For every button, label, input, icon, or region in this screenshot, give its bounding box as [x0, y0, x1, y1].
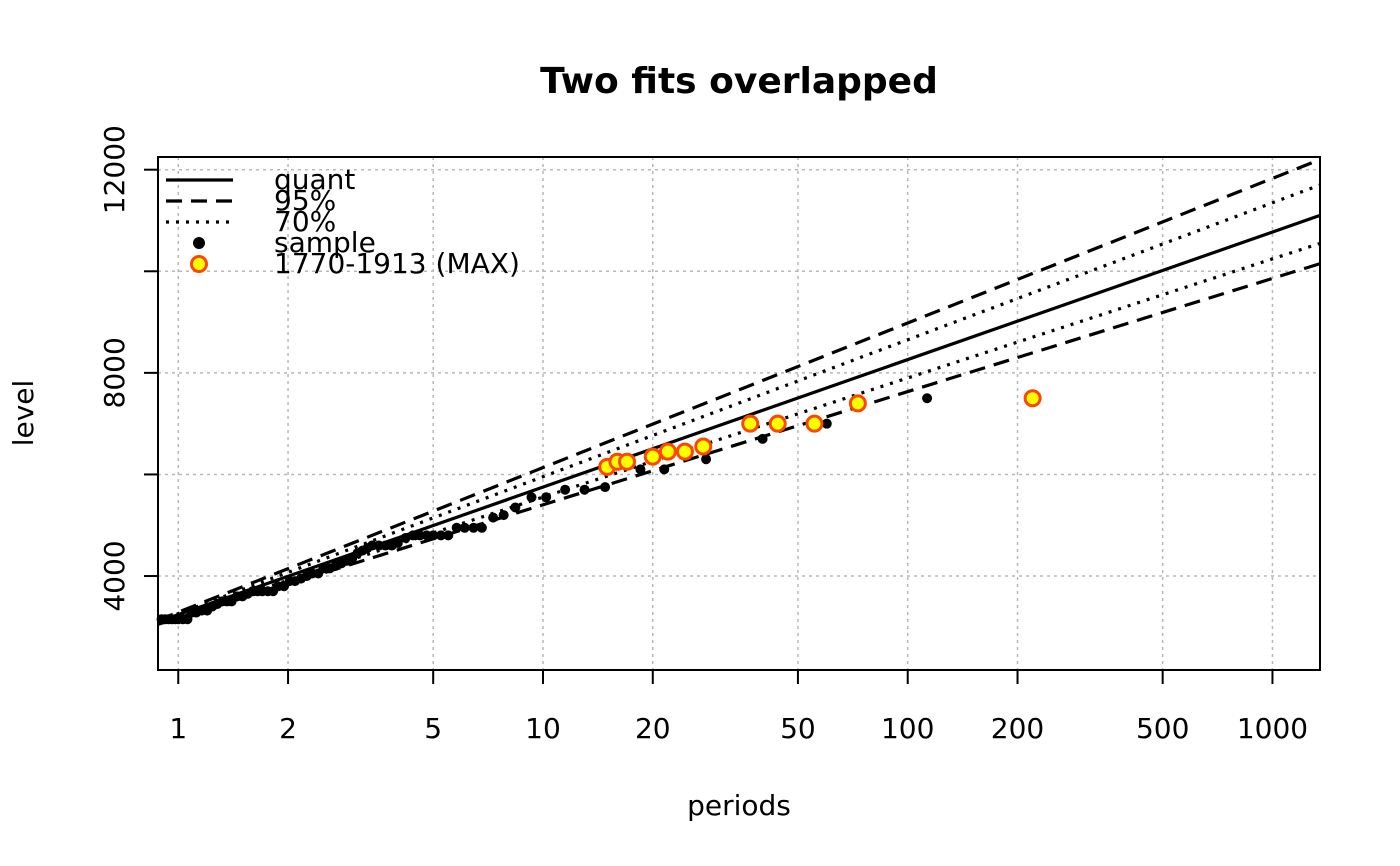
sample-point	[821, 418, 832, 429]
dotted-fit-line	[157, 241, 1321, 625]
x-tick-label: 1	[169, 712, 187, 745]
sample-point	[701, 454, 712, 465]
x-tick-label: 2	[279, 712, 297, 745]
max-point	[848, 394, 867, 413]
legend-item: 95%	[166, 184, 336, 217]
sample-point	[526, 492, 537, 503]
sample-point	[560, 484, 571, 495]
sample-point	[468, 522, 479, 533]
sample-point	[435, 530, 446, 541]
y-tick-label: 8000	[98, 337, 131, 408]
legend-circle-swatch	[190, 255, 208, 273]
x-tick-label: 200	[991, 712, 1044, 745]
sample-point	[541, 492, 552, 503]
sample-point	[459, 522, 470, 533]
legend-label: sample	[274, 226, 376, 259]
x-tick-label: 500	[1136, 712, 1189, 745]
dashed-fit-line	[157, 262, 1321, 626]
legend-item: 70%	[166, 205, 336, 238]
legend-dot-swatch	[193, 237, 205, 249]
data-points	[156, 389, 1042, 625]
chart-title: Two fits overlapped	[540, 61, 938, 102]
y-tick-label: 4000	[98, 540, 131, 611]
sample-point	[579, 484, 590, 495]
y-axis: 4000 8000 12000	[98, 125, 158, 612]
sample-point	[922, 393, 933, 404]
x-axis-label: periods	[687, 789, 791, 822]
max-point	[1023, 389, 1042, 408]
sample-point	[428, 530, 439, 541]
legend-item: quant	[166, 163, 355, 196]
sample-point	[443, 530, 454, 541]
x-tick-label: 5	[424, 712, 442, 745]
x-tick-label: 1000	[1237, 712, 1308, 745]
sample-point	[498, 510, 509, 521]
sample-point	[392, 538, 403, 549]
y-tick-label: 12000	[98, 125, 131, 214]
max-point	[805, 414, 824, 433]
x-tick-label: 10	[525, 712, 561, 745]
sample-point	[451, 522, 462, 533]
sample-point	[635, 464, 646, 475]
x-tick-label: 100	[881, 712, 934, 745]
sample-point	[600, 482, 611, 493]
sample-point	[510, 502, 521, 513]
sample-point	[488, 512, 499, 523]
legend-label: 95%	[274, 184, 336, 217]
x-axis: 1 2 5 10 20 50 100 200 500 1000	[169, 670, 1308, 745]
legend-item: 1770-1913 (MAX)	[190, 247, 520, 280]
max-point	[694, 437, 713, 456]
max-point	[768, 414, 787, 433]
max-point	[675, 442, 694, 461]
y-axis-label: level	[7, 380, 40, 447]
sample-point	[476, 522, 487, 533]
x-tick-label: 50	[780, 712, 816, 745]
max-point	[658, 442, 677, 461]
x-tick-label: 20	[635, 712, 671, 745]
dotted-fit-line	[157, 183, 1321, 623]
sample-point	[757, 433, 768, 444]
max-point	[643, 447, 662, 466]
max-point	[618, 452, 637, 471]
legend-item: sample	[193, 226, 376, 259]
sample-point	[367, 540, 378, 551]
legend-label: 70%	[274, 205, 336, 238]
sample-point	[407, 530, 418, 541]
max-point	[741, 414, 760, 433]
legend-label: 1770-1913 (MAX)	[274, 247, 520, 280]
legend-label: quant	[274, 163, 355, 196]
dashed-fit-line	[157, 158, 1321, 622]
plot-frame	[157, 156, 1321, 671]
sample-point	[659, 464, 670, 475]
